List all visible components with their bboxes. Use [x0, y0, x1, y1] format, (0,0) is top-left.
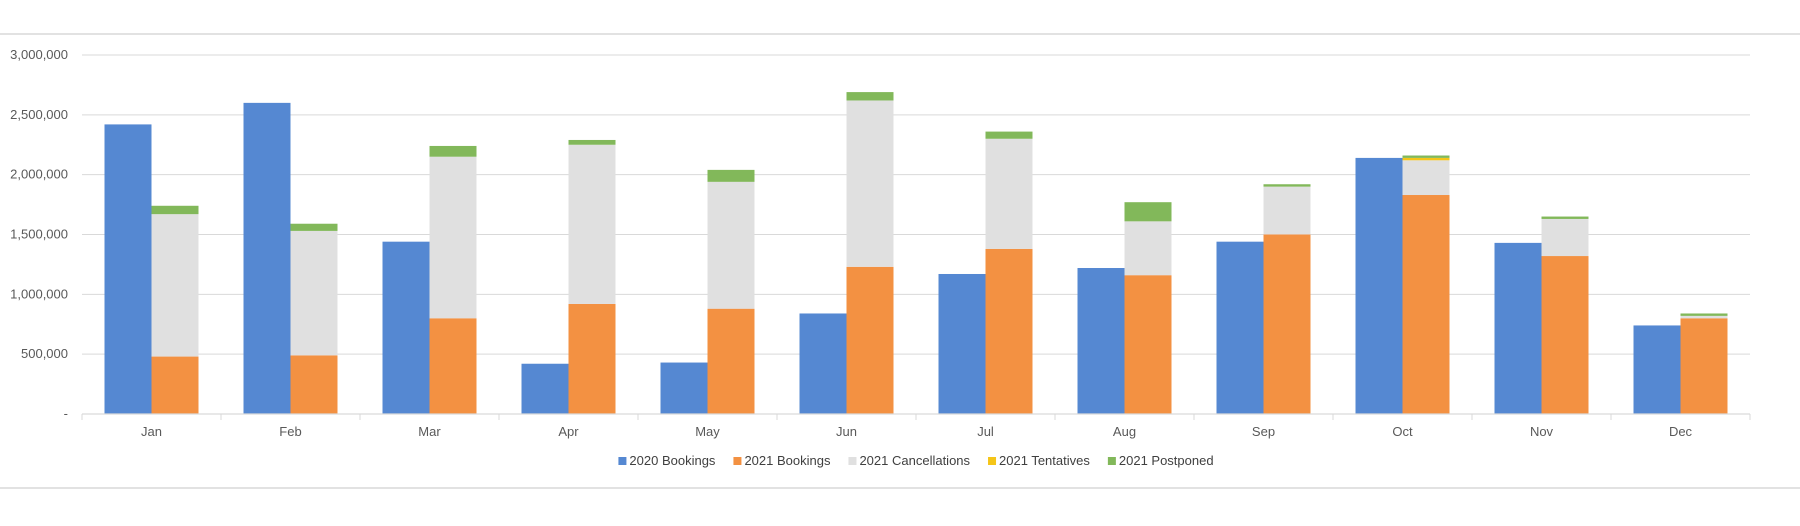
bar-2021-postponed-aug [1124, 202, 1172, 222]
x-tick-label: May [695, 424, 720, 439]
bar-2021-cancellations-jan [151, 214, 199, 357]
y-axis-tick-labels: - 500,000 1,000,000 1,500,000 2,000,000 2,500… [10, 47, 68, 421]
bar-2020-bookings-aug [1077, 268, 1125, 414]
bar-2020-bookings-jun [799, 313, 847, 414]
bar-2021-tentatives-oct [1402, 157, 1450, 161]
bar-2020-bookings-apr [521, 363, 569, 414]
bar-2021-bookings-aug [1124, 275, 1172, 414]
bar-2021-postponed-jul [985, 131, 1033, 139]
legend-swatch-2021-bookings [733, 457, 742, 465]
bar-2021-bookings-sep [1263, 234, 1311, 414]
bar-2021-cancellations-feb [290, 230, 338, 356]
bar-2021-cancellations-dec [1680, 315, 1728, 319]
legend-label-2021-cancellations: 2021 Cancellations [859, 453, 970, 468]
bar-2021-cancellations-jun [846, 100, 894, 267]
bar-2021-postponed-jun [846, 92, 894, 101]
x-tick-label: Apr [558, 424, 579, 439]
x-tick-label: Dec [1669, 424, 1693, 439]
bar-2020-bookings-nov [1494, 242, 1542, 414]
bar-2021-cancellations-nov [1541, 218, 1589, 257]
legend: 2020 Bookings 2021 Bookings 2021 Cancellat… [618, 453, 1214, 468]
gridlines [82, 54, 1750, 355]
bar-2021-cancellations-mar [429, 156, 477, 319]
bar-2020-bookings-oct [1355, 157, 1403, 414]
bar-2020-bookings-may [660, 362, 708, 414]
y-tick-label: 500,000 [21, 346, 68, 361]
x-tick-label: Jun [836, 424, 857, 439]
bars [104, 92, 1728, 414]
x-axis: Jan Feb Mar Apr May Jun Jul Aug Sep Oct Nov Dec [81, 413, 1751, 439]
bar-2021-postponed-mar [429, 145, 477, 157]
legend-swatch-2021-postponed [1107, 457, 1116, 465]
legend-label-2020-bookings: 2020 Bookings [629, 453, 716, 468]
bar-2021-bookings-jul [985, 248, 1033, 414]
y-tick-label: 1,500,000 [10, 227, 68, 242]
legend-swatch-2021-tentatives [988, 457, 997, 465]
bar-2021-postponed-dec [1680, 313, 1728, 316]
bar-2020-bookings-jan [104, 124, 152, 414]
legend-label-2021-bookings: 2021 Bookings [744, 453, 831, 468]
bar-2020-bookings-jul [938, 273, 986, 414]
bar-2021-postponed-apr [568, 139, 616, 145]
bar-2021-bookings-feb [290, 355, 338, 414]
y-tick-label: 3,000,000 [10, 47, 68, 62]
bar-2020-bookings-dec [1633, 325, 1681, 414]
x-tick-label: Jan [141, 424, 162, 439]
legend-swatch-2021-cancellations [848, 457, 857, 465]
bar-2021-cancellations-oct [1402, 160, 1450, 196]
x-tick-label: Nov [1530, 424, 1554, 439]
bar-2021-cancellations-sep [1263, 186, 1311, 235]
legend-label-2021-postponed: 2021 Postponed [1119, 453, 1214, 468]
bar-2021-postponed-sep [1263, 184, 1311, 187]
x-tick-label: Aug [1113, 424, 1136, 439]
legend-swatch-2020-bookings [618, 457, 627, 465]
bar-2021-postponed-nov [1541, 216, 1589, 219]
bar-2020-bookings-feb [243, 102, 291, 414]
bar-2021-bookings-jun [846, 266, 894, 414]
bar-2021-postponed-oct [1402, 155, 1450, 158]
bar-2021-bookings-dec [1680, 318, 1728, 414]
y-tick-label: - [64, 406, 68, 421]
x-tick-label: Mar [418, 424, 441, 439]
bar-2021-bookings-may [707, 308, 755, 414]
bar-2021-postponed-feb [290, 223, 338, 231]
y-tick-label: 2,000,000 [10, 167, 68, 182]
bar-2021-cancellations-jul [985, 138, 1033, 249]
bar-2021-bookings-mar [429, 318, 477, 414]
x-tick-label: Feb [279, 424, 301, 439]
legend-label-2021-tentatives: 2021 Tentatives [999, 453, 1090, 468]
bar-2021-bookings-oct [1402, 195, 1450, 414]
bar-2021-postponed-jan [151, 205, 199, 215]
bar-2021-cancellations-aug [1124, 221, 1172, 276]
bar-2021-bookings-apr [568, 303, 616, 414]
bar-2020-bookings-mar [382, 241, 430, 414]
bar-2021-cancellations-may [707, 181, 755, 309]
bar-2021-postponed-may [707, 169, 755, 182]
y-tick-label: 1,000,000 [10, 286, 68, 301]
x-tick-label: Sep [1252, 424, 1275, 439]
bar-2021-bookings-jan [151, 356, 199, 414]
x-tick-label: Jul [977, 424, 994, 439]
bar-2020-bookings-sep [1216, 241, 1264, 414]
x-tick-label: Oct [1392, 424, 1413, 439]
y-tick-label: 2,500,000 [10, 107, 68, 122]
bar-2021-bookings-nov [1541, 256, 1589, 414]
bar-2021-cancellations-apr [568, 144, 616, 304]
